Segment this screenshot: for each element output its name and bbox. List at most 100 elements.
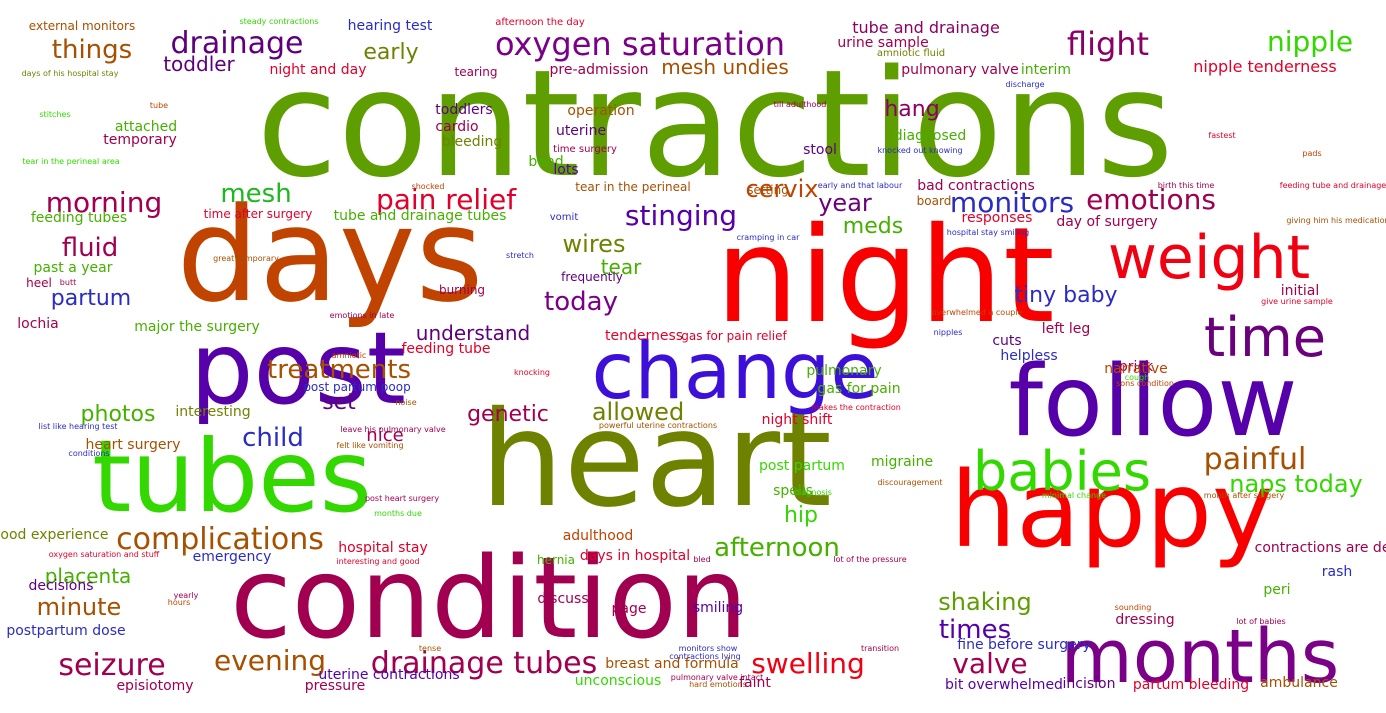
word-pads: pads xyxy=(1302,149,1322,158)
word-placenta: placenta xyxy=(44,564,132,588)
word-initial: initial xyxy=(1280,283,1320,299)
word-operation: operation xyxy=(567,103,635,119)
word-mesh: mesh xyxy=(220,179,292,209)
word-yearly: yearly xyxy=(173,591,199,600)
word-postpartum-dose: postpartum dose xyxy=(6,623,126,639)
word-today: today xyxy=(544,287,618,317)
word-narrative: narrative xyxy=(1104,361,1168,377)
word-allowed: allowed xyxy=(591,398,685,426)
word-afternoon-the-day: afternoon the day xyxy=(495,17,585,28)
word-complications: complications xyxy=(116,522,324,557)
word-days-in-hospital: days in hospital xyxy=(579,548,691,564)
word-night-shift: night shift xyxy=(761,412,833,428)
word-prick: prick xyxy=(1118,359,1154,375)
word-major-the-surgery: major the surgery xyxy=(134,319,260,335)
word-hard-emotions: hard emotions xyxy=(689,680,747,689)
word-feeding-tube: feeding tube xyxy=(401,341,491,357)
word-migraine: migraine xyxy=(870,454,934,470)
word-times: times xyxy=(938,615,1012,645)
word-hang: hang xyxy=(884,97,940,122)
word-day-of-surgery: day of surgery xyxy=(1056,214,1158,230)
word-sounding: sounding xyxy=(1114,603,1152,612)
word-monitors: monitors xyxy=(949,186,1075,219)
word-peri: peri xyxy=(1263,582,1291,598)
word-happy: happy xyxy=(950,449,1274,571)
word-hearing-test: hearing test xyxy=(347,18,433,34)
word-ambulance: ambulance xyxy=(1260,675,1338,691)
word-pressure: pressure xyxy=(304,678,366,694)
word-pulmonary: pulmonary xyxy=(806,363,882,379)
word-vomit: vomit xyxy=(549,212,579,223)
word-set: set xyxy=(322,390,356,415)
word-shocked: shocked xyxy=(411,182,445,191)
word-hospital-stay-smiling: hospital stay smiling xyxy=(946,228,1030,237)
word-decisions: decisions xyxy=(28,578,94,594)
word-seizure: seizure xyxy=(58,648,166,683)
word-diagnosis: diagnosis xyxy=(794,488,832,497)
word-discouragement: discouragement xyxy=(877,478,943,487)
word-incision: incision xyxy=(1062,676,1116,692)
word-interim: interim xyxy=(1020,62,1072,78)
word-heel: heel xyxy=(26,276,52,290)
word-time-after-surgery: time after surgery xyxy=(203,207,313,221)
word-tenderness: tenderness xyxy=(604,328,684,344)
word-transition: transition xyxy=(860,644,900,653)
word-post-heart-surgery: post heart surgery xyxy=(364,494,440,503)
word-give-urine-sample: give urine sample xyxy=(1261,297,1333,306)
word-post: post xyxy=(190,310,406,427)
word-contractions: contractions xyxy=(256,38,1174,210)
word-breast-and-formula: breast and formula xyxy=(605,656,739,672)
word-stitches: stitches xyxy=(39,110,71,119)
word-butt: butt xyxy=(59,278,77,287)
word-tube-and-drainage-tubes: tube and drainage tubes xyxy=(333,208,507,224)
word-meds: meds xyxy=(842,214,904,239)
word-gas-for-pain-relief: gas for pain relief xyxy=(681,329,787,343)
word-oxygen-saturation: oxygen saturation xyxy=(494,25,786,63)
word-emotions-in-late: emotions in late xyxy=(329,311,395,320)
word-lochia: lochia xyxy=(17,316,59,332)
word-babies: babies xyxy=(972,440,1152,503)
word-naps-today: naps today xyxy=(1229,470,1363,498)
word-follow: follow xyxy=(1008,345,1298,459)
word-nipple-tenderness: nipple tenderness xyxy=(1193,57,1337,76)
word-conditions: conditions xyxy=(68,449,110,458)
word-mesh-undies: mesh undies xyxy=(661,55,789,79)
word-bend: bend xyxy=(528,154,564,170)
word-night: night xyxy=(715,199,1055,353)
word-bleeding: bleeding xyxy=(441,134,503,150)
word-smiling: smiling xyxy=(692,600,744,616)
word-uterine-contractions: uterine contractions xyxy=(318,667,460,683)
word-heart: heart xyxy=(480,383,832,537)
word-giving-him-his-medication: giving him his medication xyxy=(1286,216,1386,225)
word-birth-this-time: birth this time xyxy=(1157,181,1215,190)
word-bit-overwhelmed: bit overwhelmed xyxy=(945,677,1063,693)
word-tiny-baby: tiny baby xyxy=(1014,283,1118,308)
word-external-monitors: external monitors xyxy=(28,19,136,33)
word-unconscious: unconscious xyxy=(574,673,662,689)
word-urine-sample: urine sample xyxy=(837,35,929,51)
word-stretch: stretch xyxy=(506,251,534,260)
word-months-due: months due xyxy=(374,509,422,518)
word-emergency: emergency xyxy=(192,549,272,565)
word-good-experience: good experience xyxy=(0,527,109,543)
word-adulthood: adulthood xyxy=(562,528,634,544)
word-hernia: hernia xyxy=(536,553,576,567)
word-toddler: toddler xyxy=(163,52,235,76)
word-toddlers: toddlers xyxy=(435,102,493,118)
word-fastest: fastest xyxy=(1208,131,1236,140)
word-time: time xyxy=(1203,306,1327,369)
word-episiotomy: episiotomy xyxy=(116,678,194,694)
word-uterine: uterine xyxy=(555,123,607,139)
word-photos: photos xyxy=(80,402,156,427)
word-tube-and-drainage: tube and drainage xyxy=(852,18,1000,37)
word-understand: understand xyxy=(415,321,531,345)
word-post-partum-poop: post partum poop xyxy=(303,380,411,394)
word-evening: evening xyxy=(213,644,327,677)
word-partum-bleeding: partum bleeding xyxy=(1132,677,1250,693)
word-lots: lots xyxy=(553,162,579,178)
word-gas-for-pain: gas for pain xyxy=(817,381,901,397)
word-hip: hip xyxy=(783,503,819,528)
word-monitors-show: monitors show xyxy=(678,644,738,653)
word-discharge: discharge xyxy=(1005,80,1045,89)
word-left-leg: left leg xyxy=(1041,321,1091,337)
